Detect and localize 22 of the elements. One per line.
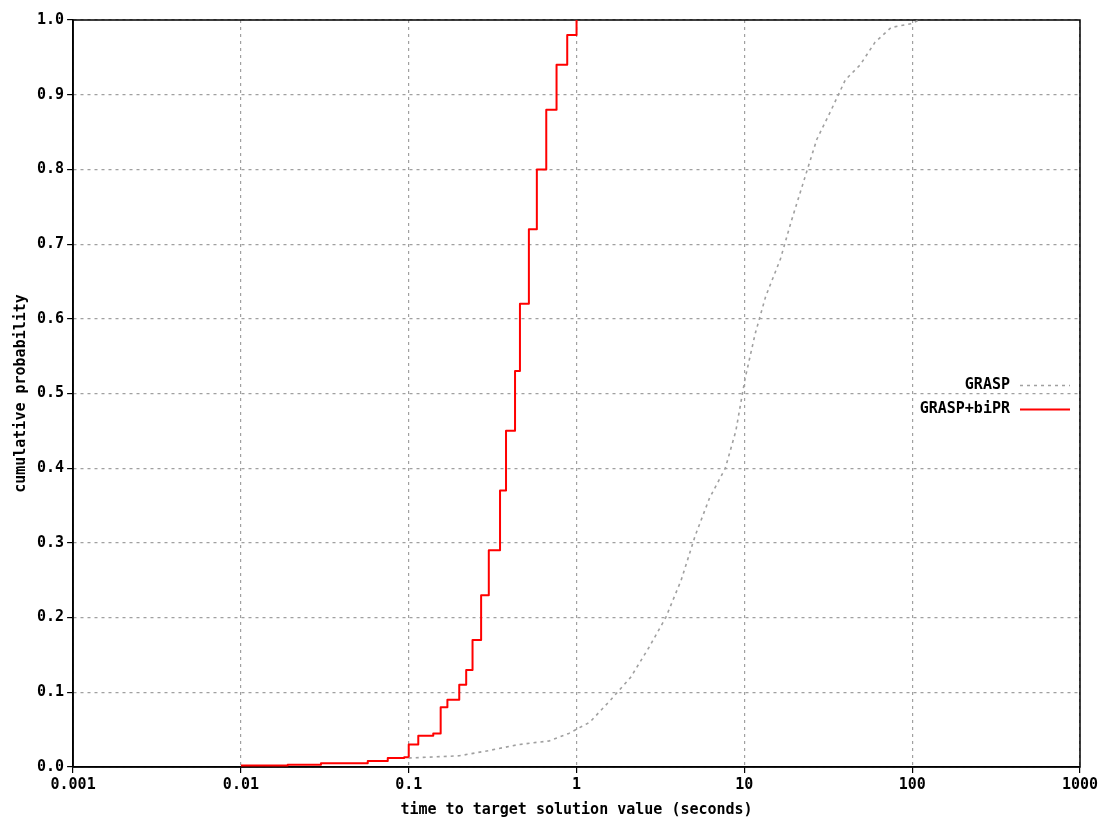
x-tick-label: 1000 [1061,774,1099,793]
y-tick-label: 0.5 [37,383,65,402]
y-axis-title: cumulative probability [10,294,29,493]
y-tick-label: 0.6 [37,308,65,327]
x-tick-label: 0.001 [50,774,96,793]
x-tick-label: 1 [572,774,582,793]
x-tick-label: 0.1 [395,774,423,793]
y-tick-label: 0.9 [37,84,65,103]
y-tick-label: 0.3 [37,532,65,551]
y-tick-label: 0.4 [37,458,65,477]
legend-label: GRASP [964,375,1010,394]
x-axis-title: time to target solution value (seconds) [400,799,753,818]
y-tick-label: 1.0 [37,9,65,28]
y-tick-label: 0.0 [37,756,65,775]
legend-label: GRASP+biPR [919,399,1011,418]
y-tick-label: 0.7 [37,233,65,252]
x-tick-label: 0.01 [222,774,259,793]
x-tick-label: 10 [735,774,754,793]
y-tick-label: 0.2 [37,607,65,626]
y-tick-label: 0.8 [37,159,65,178]
x-tick-label: 100 [898,774,926,793]
y-tick-label: 0.1 [37,682,65,701]
